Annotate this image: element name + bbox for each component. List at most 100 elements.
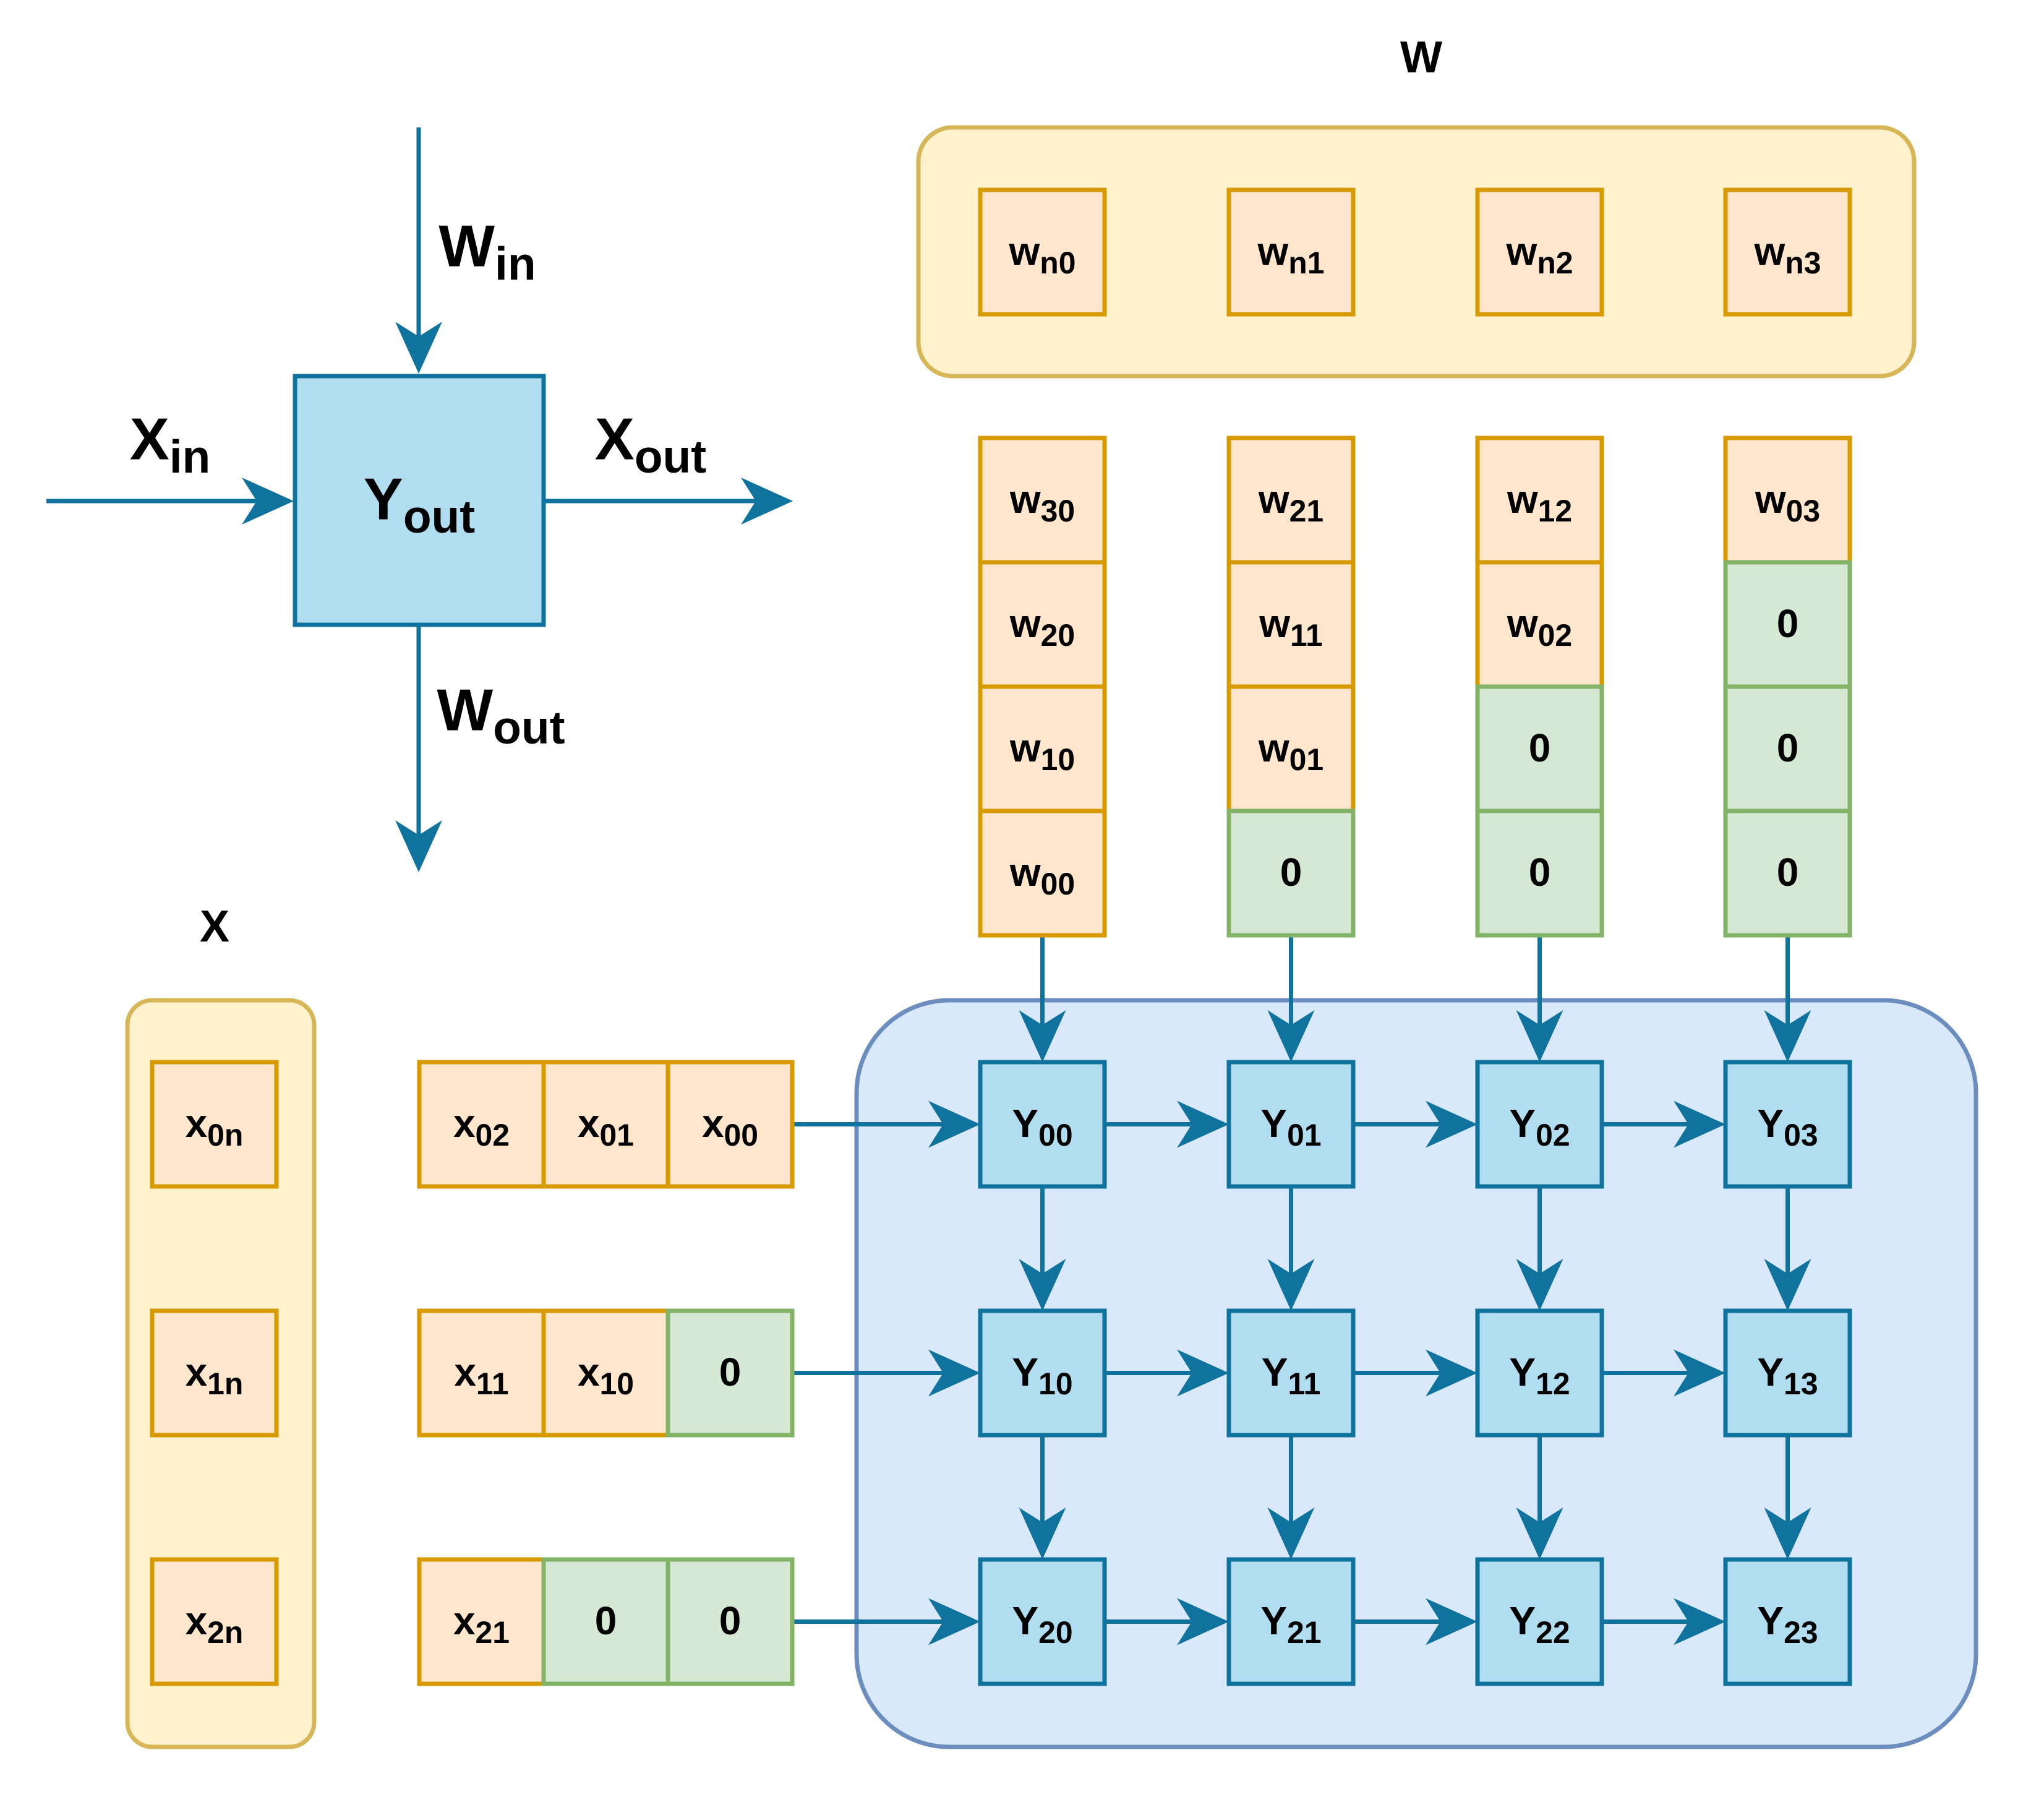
x-bank-cell-1-label: x1n [186, 1350, 244, 1401]
pe-right-arrow-2-1 [1353, 1598, 1477, 1645]
w-column-1-cell-2-box [1226, 684, 1356, 813]
x-row-1-cell-1: x10 [541, 1308, 670, 1438]
x-row-2-cell-2-label: 0 [719, 1598, 742, 1643]
pe-cell-1-2: Y12 [1475, 1308, 1604, 1438]
w-bank-cell-1: wn1 [1226, 187, 1356, 317]
pe-cell-1-1-box [1226, 1308, 1356, 1438]
w-column-0-cell-2-label: w10 [1009, 726, 1075, 777]
w-column-3-cell-1-label: 0 [1777, 601, 1799, 646]
pe-cell-1-0: Y10 [978, 1308, 1107, 1438]
w-column-1-cell-3-box [1226, 808, 1356, 938]
pe-cell-2-3-label: Y23 [1757, 1598, 1818, 1650]
x-bank-cell-0: x0n [150, 1060, 279, 1189]
legend-x-in-label: Xin [130, 406, 211, 483]
w-column-1-cell-1: w11 [1226, 560, 1356, 689]
w-column-3-cell-2: 0 [1723, 684, 1852, 813]
x-bank-cell-0-label: x0n [186, 1101, 244, 1152]
w-column-2-cell-0: w12 [1475, 435, 1604, 565]
pe-cell-0-1-box [1226, 1060, 1356, 1189]
x-row-2-cell-2-box [665, 1557, 795, 1686]
w-column-3-cell-2-box [1723, 684, 1852, 813]
x-bank-cell-0-box [150, 1060, 279, 1189]
pe-cell-1-2-box [1475, 1308, 1604, 1438]
legend-pe-cell: Yout [293, 374, 546, 627]
w-column-3-cell-3: 0 [1723, 808, 1852, 938]
w-column-0-cell-1: w20 [978, 560, 1107, 689]
x-row-0-cell-0: x02 [417, 1060, 546, 1189]
w-column-3-cell-2-label: 0 [1777, 726, 1799, 770]
pe-right-arrow-0-0 [1105, 1100, 1229, 1148]
w-column-2-cell-2-box [1475, 684, 1604, 813]
w-bank-cell-3-box [1723, 187, 1852, 317]
x-row-2-feed-arrow [792, 1598, 980, 1645]
x-bank-cell-2-label: x2n [186, 1598, 244, 1650]
x-row-0-cell-1-box [541, 1060, 670, 1189]
x-row-2-cell-2: 0 [665, 1557, 795, 1686]
w-column-0-cell-0-box [978, 435, 1107, 565]
pe-down-arrow-0-1 [1267, 1186, 1315, 1311]
w-column-2-cell-0-label: w12 [1507, 477, 1572, 528]
w-column-0-cell-3-box [978, 808, 1107, 938]
w-column-3-feed-arrow [1764, 935, 1811, 1062]
pe-cell-2-2-box [1475, 1557, 1604, 1686]
pe-cell-0-0-box [978, 1060, 1107, 1189]
pe-down-arrow-1-2 [1516, 1435, 1563, 1559]
pe-down-arrow-0-0 [1019, 1186, 1066, 1311]
w-column-1-cell-1-box [1226, 560, 1356, 689]
w-bank-cell-2-box [1475, 187, 1604, 317]
w-column-2-feed-arrow [1516, 935, 1563, 1062]
x-row-0-cell-0-label: x02 [453, 1101, 510, 1152]
pe-cell-1-1-label: Y11 [1262, 1350, 1320, 1401]
pe-right-arrow-1-2 [1602, 1349, 1725, 1397]
w-column-2-cell-3-box [1475, 808, 1604, 938]
x-bank-cell-1-box [150, 1308, 279, 1438]
x-row-0-cell-1: x01 [541, 1060, 670, 1189]
legend-x-out-arrow [544, 478, 793, 525]
w-column-1-cell-2: w01 [1226, 684, 1356, 813]
pe-cell-2-1-label: Y21 [1260, 1598, 1321, 1650]
legend-pe-cell-label: Yout [364, 466, 475, 543]
w-bank-cell-1-box [1226, 187, 1356, 317]
pe-down-arrow-0-3 [1764, 1186, 1811, 1311]
x-row-0-cell-2-label: x00 [702, 1101, 758, 1152]
w-column-2-cell-3-label: 0 [1529, 850, 1551, 894]
w-column-2-cell-3: 0 [1475, 808, 1604, 938]
pe-cell-1-1: Y11 [1226, 1308, 1356, 1438]
pe-cell-2-2: Y22 [1475, 1557, 1604, 1686]
w-bank-cell-3: wn3 [1723, 187, 1852, 317]
legend-w-in-arrow [395, 127, 442, 374]
w-bank-cell-2: wn2 [1475, 187, 1604, 317]
x-row-2-cell-0: x21 [417, 1557, 546, 1686]
legend-x-out-label: Xout [595, 406, 706, 483]
w-column-3-cell-0-box [1723, 435, 1852, 565]
w-column-3-cell-1: 0 [1723, 560, 1852, 689]
pe-cell-1-3: Y13 [1723, 1308, 1852, 1438]
w-column-0-cell-2: w10 [978, 684, 1107, 813]
w-bank-cell-0: wn0 [978, 187, 1107, 317]
x-bank-cell-2: x2n [150, 1557, 279, 1686]
w-column-3-cell-1-box [1723, 560, 1852, 689]
w-column-3-cell-3-label: 0 [1777, 850, 1799, 894]
pe-right-arrow-1-0 [1105, 1349, 1229, 1397]
arrows [46, 127, 1811, 1645]
x-bank-cell-1: x1n [150, 1308, 279, 1438]
w-column-2-cell-1: w02 [1475, 560, 1604, 689]
pe-cell-0-3-box [1723, 1060, 1852, 1189]
w-column-1-cell-0-box [1226, 435, 1356, 565]
legend-pe-cell-box [293, 374, 546, 627]
cells: Yout Win Xin Xout Wout wn0 wn1 wn2 wn3 x0n x1n x2n w… [130, 187, 1852, 1686]
w-column-0-cell-1-label: w20 [1009, 601, 1075, 653]
pe-cell-1-2-label: Y12 [1509, 1350, 1570, 1401]
w-bank-cell-2-label: wn2 [1505, 229, 1573, 280]
pe-cell-2-0: Y20 [978, 1557, 1107, 1686]
pe-cell-0-2: Y02 [1475, 1060, 1604, 1189]
w-column-3-cell-0-label: w03 [1755, 477, 1820, 528]
pe-cell-2-2-label: Y22 [1509, 1598, 1570, 1650]
w-column-1-cell-0-label: w21 [1258, 477, 1323, 528]
w-column-3-cell-3-box [1723, 808, 1852, 938]
x-row-1-cell-0: x11 [417, 1308, 546, 1438]
x-title: X [200, 902, 229, 951]
pe-cell-0-0-label: Y00 [1012, 1101, 1072, 1152]
w-column-0-cell-2-box [978, 684, 1107, 813]
